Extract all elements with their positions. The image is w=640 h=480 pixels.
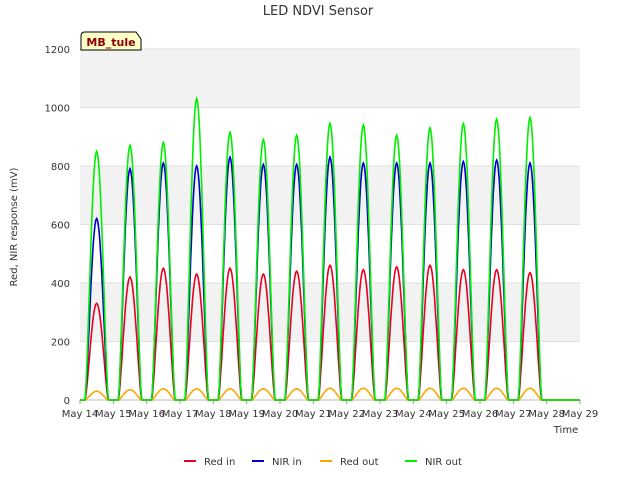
peak-point (229, 131, 231, 134)
peak-point (162, 267, 165, 270)
peak-point (362, 162, 365, 164)
y-tick-label: 0 (64, 396, 70, 407)
x-tick-label: May 16 (128, 409, 165, 420)
x-tick-label: May 15 (95, 409, 132, 420)
peak-point (329, 122, 331, 125)
data-series (80, 96, 580, 401)
peak-point (295, 270, 298, 273)
peak-point (162, 387, 165, 390)
peak-point (429, 162, 431, 164)
x-tick-label: May 29 (562, 409, 599, 420)
peak-point (262, 387, 265, 390)
peak-point (129, 168, 131, 170)
peak-point (495, 268, 498, 271)
peak-point (229, 267, 231, 270)
y-axis: 0 200 400 600 800 1000 1200 (45, 45, 70, 407)
x-axis-title: Time (553, 425, 578, 436)
peak-point (429, 264, 431, 267)
peak-point (95, 390, 98, 393)
grid-band (80, 49, 580, 108)
peak-point (429, 387, 431, 390)
peak-point (395, 387, 398, 390)
peak-point (329, 387, 331, 390)
peak-point (495, 118, 498, 121)
peak-point (529, 271, 531, 274)
x-tick-label: May 27 (495, 409, 532, 420)
peak-point (462, 387, 465, 390)
peak-point (395, 266, 398, 268)
y-tick-label: 1000 (45, 104, 70, 115)
y-tick-label: 600 (51, 221, 70, 232)
legend-label: NIR out (425, 457, 462, 468)
peak-point (462, 160, 465, 163)
peak-point (95, 217, 98, 220)
peak-point (295, 163, 298, 166)
grid-band (80, 341, 580, 400)
peak-point (462, 122, 465, 125)
peak-point (329, 264, 331, 267)
peak-point (429, 127, 431, 129)
x-tick-label: May 22 (328, 409, 365, 420)
y-axis-title: Red, NIR response (mV) (9, 167, 20, 286)
peak-point (329, 156, 331, 159)
x-tick-label: May 20 (262, 409, 299, 420)
x-tick-label: May 28 (528, 409, 565, 420)
y-tick-label: 800 (51, 162, 70, 173)
peak-point (129, 144, 131, 147)
peak-point (229, 387, 231, 390)
peak-point (295, 134, 298, 137)
x-tick-label: May 25 (428, 409, 465, 420)
peak-point (395, 162, 398, 164)
peak-point (362, 268, 365, 271)
peak-point (529, 116, 531, 119)
chart-title: LED NDVI Sensor (263, 4, 374, 19)
x-tick-label: May 21 (295, 409, 332, 420)
peak-point (195, 273, 198, 276)
legend-label: Red out (340, 457, 379, 468)
peak-point (362, 387, 365, 390)
x-tick-label: May 23 (362, 409, 399, 420)
x-tick-label: May 19 (228, 409, 265, 420)
x-tick-label: May 24 (395, 409, 432, 420)
peak-point (262, 163, 265, 166)
peak-point (195, 97, 198, 100)
peak-point (195, 387, 198, 390)
y-tick-label: 400 (51, 279, 70, 290)
peak-point (195, 165, 198, 167)
peak-point (95, 302, 98, 305)
peak-point (495, 159, 498, 162)
peak-point (162, 141, 165, 144)
peak-point (95, 150, 98, 153)
peak-point (462, 268, 465, 271)
peak-point (529, 162, 531, 164)
peak-point (295, 387, 298, 390)
legend-label: NIR in (272, 457, 302, 468)
grid-band (80, 224, 580, 283)
peak-point (262, 138, 265, 141)
peak-point (529, 387, 531, 390)
peak-point (229, 156, 231, 159)
x-tick-label: May 14 (62, 409, 99, 420)
peak-point (495, 387, 498, 390)
y-tick-label: 200 (51, 338, 70, 349)
peak-point (262, 273, 265, 276)
grid-band (80, 166, 580, 225)
legend: Red in NIR in Red out NIR out (184, 457, 462, 468)
peak-point (129, 276, 131, 279)
peak-point (129, 388, 131, 391)
y-tick-label: 1200 (45, 45, 70, 56)
peak-point (395, 134, 398, 137)
site-badge-label: MB_tule (86, 36, 135, 49)
x-tick-label: May 18 (195, 409, 232, 420)
peak-point (362, 124, 365, 126)
x-tick-label: May 17 (162, 409, 199, 420)
grid-band (80, 283, 580, 342)
site-badge: MB_tule (80, 31, 142, 51)
legend-label: Red in (204, 457, 235, 468)
peak-point (162, 162, 165, 164)
x-tick-label: May 26 (462, 409, 499, 420)
